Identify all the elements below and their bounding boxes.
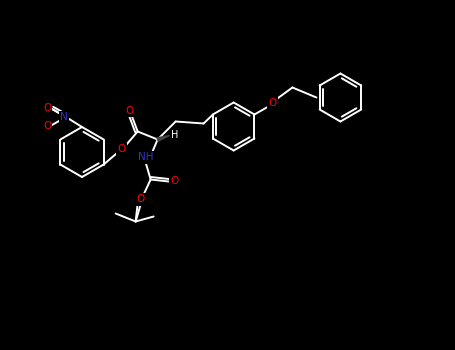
Text: N: N [60, 112, 68, 122]
Text: O: O [171, 176, 179, 187]
Text: O: O [268, 98, 277, 107]
Text: O: O [117, 145, 126, 154]
Polygon shape [157, 135, 170, 141]
Text: O: O [136, 195, 145, 204]
Text: O: O [43, 103, 51, 113]
Text: O: O [126, 105, 134, 116]
Text: O: O [43, 121, 51, 131]
Text: NH: NH [138, 153, 153, 162]
Text: H: H [171, 131, 178, 140]
